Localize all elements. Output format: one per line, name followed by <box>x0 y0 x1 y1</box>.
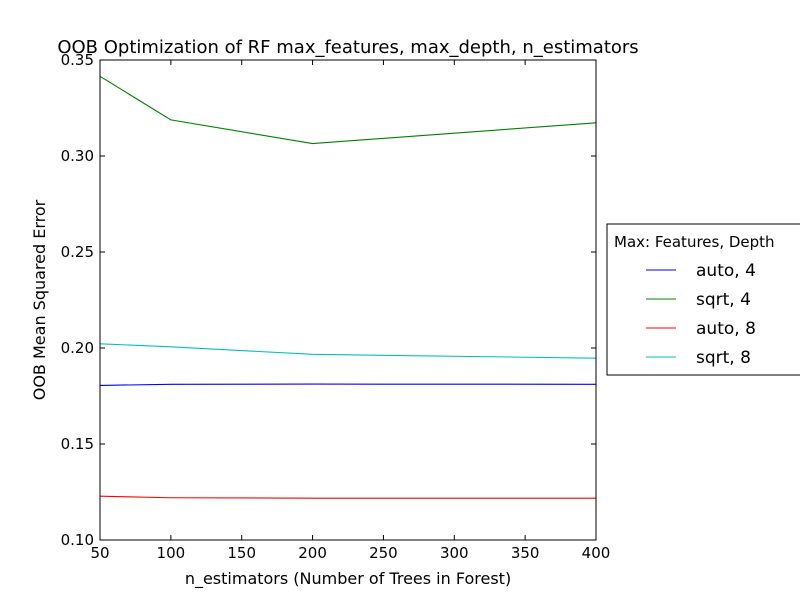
legend-label-2: sqrt, 4 <box>696 290 751 310</box>
x-tick-label: 250 <box>369 544 398 562</box>
x-tick-label: 350 <box>511 544 540 562</box>
y-tick-label: 0.35 <box>61 51 94 69</box>
legend-box <box>606 223 800 376</box>
legend-entries: auto, 4 sqrt, 4 auto, 8 sqrt, 8 <box>646 261 756 368</box>
legend-label-4: sqrt, 8 <box>696 348 751 368</box>
x-tick-label: 300 <box>440 544 469 562</box>
x-axis-label: n_estimators (Number of Trees in Forest) <box>185 569 511 589</box>
y-tick-label: 0.20 <box>61 339 94 357</box>
x-tick-label: 100 <box>157 544 186 562</box>
y-tick-label: 0.25 <box>61 243 94 261</box>
series-line-3 <box>99 495 596 499</box>
legend-label-1: auto, 4 <box>696 261 756 281</box>
legend-label-3: auto, 8 <box>696 319 756 339</box>
x-tick-label: 400 <box>582 544 611 562</box>
y-tick-label: 0.30 <box>61 147 94 165</box>
ticks-layer: 50 100 150 200 250 300 350 400 0.10 0.15 0.20 0.25 0… <box>61 51 611 562</box>
y-tick-label: 0.10 <box>61 531 94 549</box>
x-tick-label: 150 <box>227 544 256 562</box>
series-line-2 <box>99 75 597 145</box>
plot-frame <box>99 59 597 541</box>
y-tick-label: 0.15 <box>61 435 94 453</box>
x-tick-label: 50 <box>90 544 109 562</box>
x-tick-label: 200 <box>298 544 327 562</box>
series-line-4 <box>99 343 597 359</box>
series-layer <box>99 75 597 499</box>
y-axis-label: OOB Mean Squared Error <box>30 199 49 400</box>
series-line-1 <box>99 383 597 386</box>
chart-title: OOB Optimization of RF max_features, max… <box>57 37 638 58</box>
legend-title: Max: Features, Depth <box>614 233 775 251</box>
